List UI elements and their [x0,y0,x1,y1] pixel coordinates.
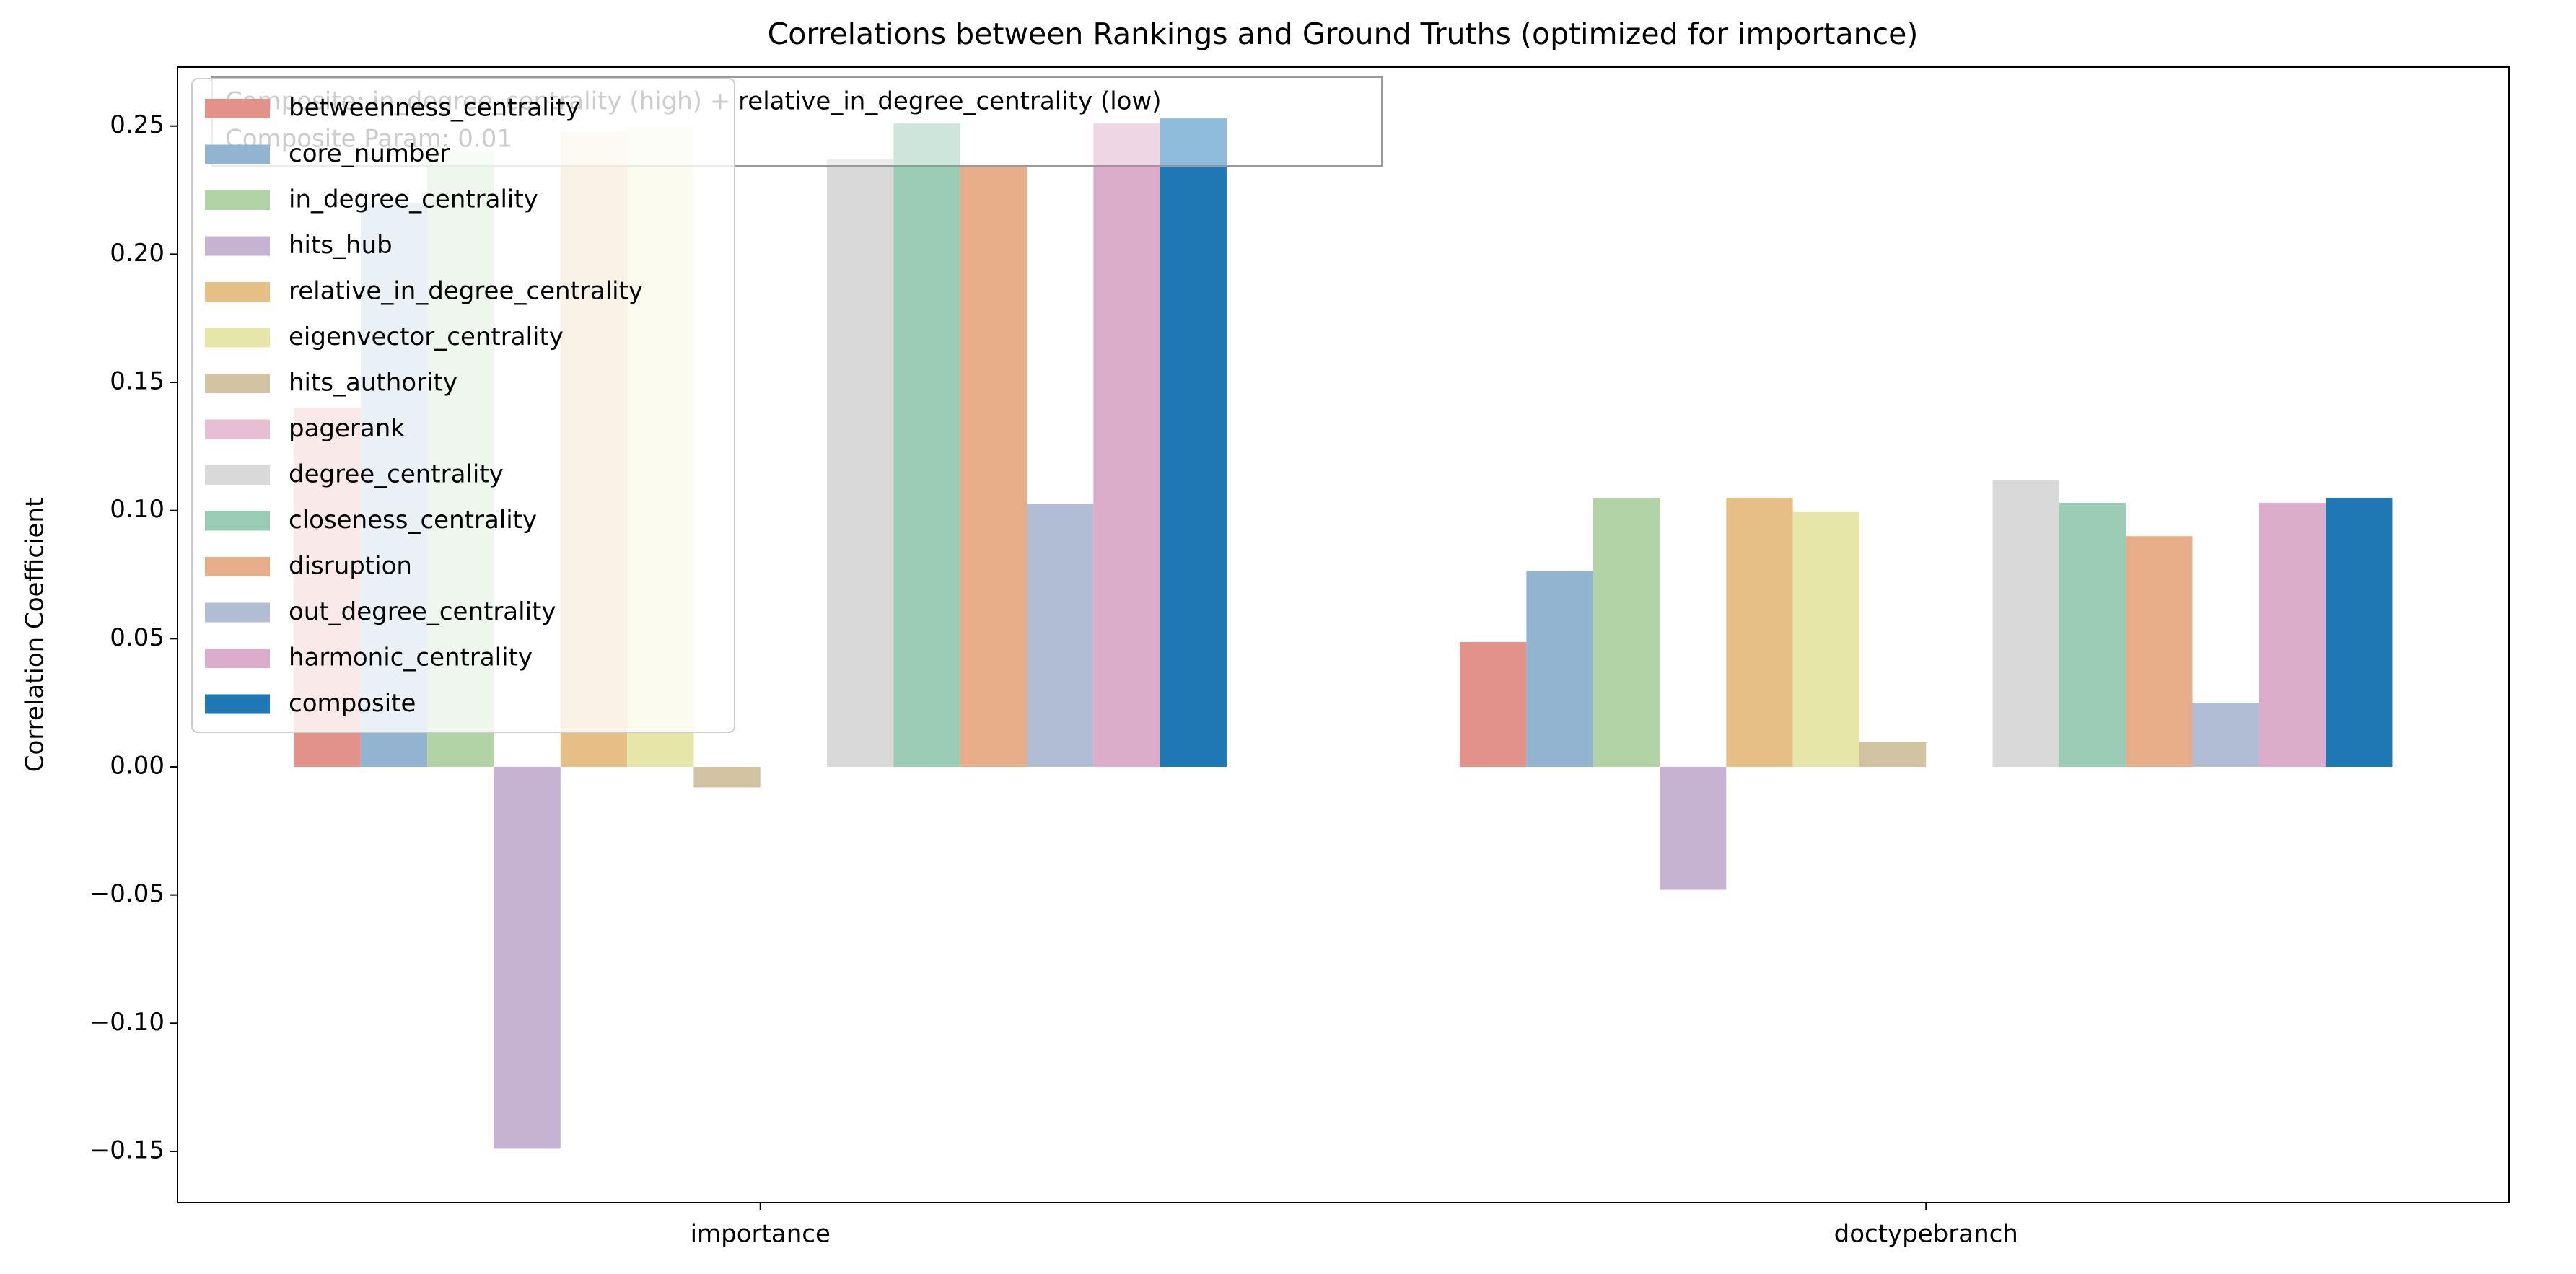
legend-label: core_number [289,139,450,168]
bar [1093,123,1160,767]
y-tick-label: 0.10 [110,495,165,524]
bar [693,766,761,788]
bar [1659,766,1727,890]
x-tick-label: doctypebranch [1834,1220,2018,1249]
x-tick-label: importance [691,1220,831,1249]
y-tick-label: −0.05 [89,879,165,908]
legend-swatch [205,694,270,714]
y-tick-label: 0.05 [110,623,165,652]
y-tick-label: −0.15 [89,1135,165,1164]
bar [827,159,894,767]
legend-swatch [205,282,270,302]
bar [2326,497,2393,767]
y-tick-label: 0.00 [110,751,165,780]
chart-title: Correlations between Rankings and Ground… [768,17,1919,51]
legend-label: pagerank [289,414,405,443]
bar [2126,536,2193,767]
bar [1027,504,1094,767]
legend-swatch [205,236,270,256]
bar [1593,497,1660,767]
legend-label: harmonic_centrality [289,643,533,672]
y-axis-label: Correlation Coefficient [21,498,50,773]
legend-swatch [205,465,270,485]
y-tick-label: 0.15 [110,367,165,396]
bar [1859,742,1927,767]
bar [1460,641,1527,767]
legend-label: composite [289,689,416,718]
bar [1992,480,2059,767]
bar [960,167,1028,767]
legend-label: betweenness_centrality [289,94,580,123]
legend-swatch [205,419,270,439]
legend-label: degree_centrality [289,460,504,489]
legend-label: hits_authority [289,369,457,397]
legend-swatch [205,144,270,164]
bar [2259,503,2326,767]
bar [1160,118,1227,767]
legend-swatch [205,374,270,393]
legend-label: closeness_centrality [289,506,537,535]
y-tick-label: 0.25 [110,110,165,139]
legend-label: eigenvector_centrality [289,322,564,351]
bar [2059,503,2126,767]
legend-swatch [205,557,270,576]
plot-frame [177,66,2510,1203]
bar [494,766,561,1149]
y-tick-label: −0.10 [89,1008,165,1037]
legend-label: out_degree_centrality [289,597,556,626]
y-tick-label: 0.20 [110,239,165,268]
legend-label: disruption [289,552,412,581]
legend-box [191,78,735,733]
bar [1726,497,1793,767]
legend-label: hits_hub [289,231,393,260]
legend-label: in_degree_centrality [289,185,538,214]
legend-swatch [205,511,270,531]
legend-swatch [205,649,270,668]
bar [1792,511,1859,767]
bar [2192,703,2259,767]
bar [1526,571,1593,767]
legend-swatch [205,602,270,623]
legend-swatch [205,328,270,348]
legend-swatch [205,99,270,118]
legend-label: relative_in_degree_centrality [289,277,643,306]
legend-swatch [205,190,270,210]
bar [893,123,960,767]
